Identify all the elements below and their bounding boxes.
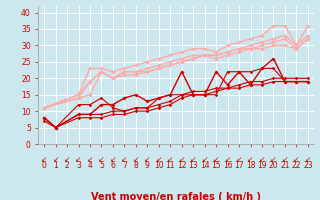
Text: ↙: ↙ bbox=[224, 155, 231, 164]
Text: ↙: ↙ bbox=[270, 155, 277, 164]
Text: ↙: ↙ bbox=[110, 155, 116, 164]
Text: ↙: ↙ bbox=[156, 155, 162, 164]
Text: ↙: ↙ bbox=[282, 155, 288, 164]
Text: ↙: ↙ bbox=[213, 155, 219, 164]
Text: ↙: ↙ bbox=[52, 155, 59, 164]
Text: ↙: ↙ bbox=[41, 155, 47, 164]
Text: ↙: ↙ bbox=[144, 155, 150, 164]
Text: ↙: ↙ bbox=[87, 155, 93, 164]
Text: ↙: ↙ bbox=[133, 155, 139, 164]
Text: ↙: ↙ bbox=[202, 155, 208, 164]
Text: ↙: ↙ bbox=[247, 155, 254, 164]
Text: ↙: ↙ bbox=[75, 155, 82, 164]
Text: ↙: ↙ bbox=[121, 155, 128, 164]
Text: ↙: ↙ bbox=[259, 155, 265, 164]
Text: ↙: ↙ bbox=[179, 155, 185, 164]
Text: ↙: ↙ bbox=[236, 155, 242, 164]
Text: ↙: ↙ bbox=[167, 155, 173, 164]
Text: ↙: ↙ bbox=[305, 155, 311, 164]
Text: ↙: ↙ bbox=[293, 155, 300, 164]
X-axis label: Vent moyen/en rafales ( km/h ): Vent moyen/en rafales ( km/h ) bbox=[91, 192, 261, 200]
Text: ↙: ↙ bbox=[98, 155, 105, 164]
Text: ↙: ↙ bbox=[190, 155, 196, 164]
Text: ↙: ↙ bbox=[64, 155, 70, 164]
